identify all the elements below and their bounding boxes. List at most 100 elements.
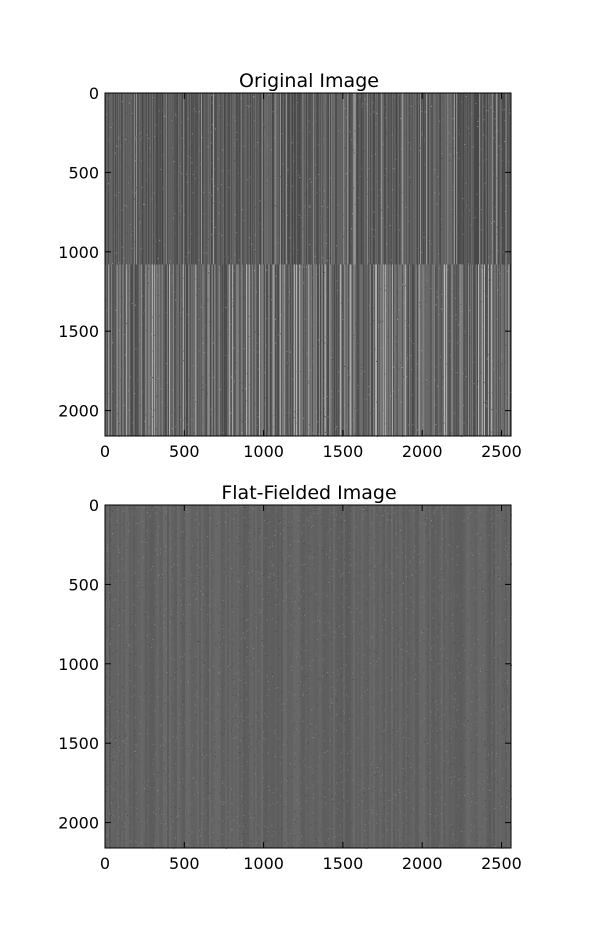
image-column-bottom (271, 265, 272, 437)
image-noise (301, 381, 302, 382)
image-noise (240, 697, 241, 698)
image-noise (127, 207, 128, 208)
image-noise (261, 381, 262, 382)
image-noise (403, 202, 404, 203)
image-column-top (218, 93, 219, 265)
image-noise (141, 514, 142, 515)
image-column-top (459, 93, 460, 265)
image-noise (233, 116, 234, 117)
image-noise (294, 729, 295, 730)
image-noise (219, 621, 220, 622)
image-noise (283, 626, 284, 627)
image-column-top (120, 93, 121, 265)
image-noise (456, 597, 457, 598)
image-noise (349, 105, 350, 106)
image-noise (379, 154, 380, 155)
image-noise (184, 325, 185, 326)
image-column-top (377, 93, 378, 265)
image-column-top (208, 93, 209, 265)
image-noise (118, 271, 119, 272)
image-noise (421, 252, 422, 253)
image-column-top (209, 93, 210, 265)
image-column (109, 505, 111, 848)
image-column-bottom (278, 265, 279, 437)
image-noise (200, 784, 201, 785)
image-noise (337, 808, 338, 809)
image-noise (204, 408, 205, 409)
image-noise (282, 314, 283, 315)
image-noise (330, 282, 331, 283)
image-noise (257, 674, 258, 675)
image-noise (330, 409, 331, 410)
image-noise (488, 343, 489, 344)
image-noise (426, 287, 427, 288)
image-noise (207, 815, 208, 816)
image-noise (129, 303, 130, 304)
image-noise (138, 705, 139, 706)
image-noise (437, 297, 438, 298)
image-noise (128, 271, 129, 272)
image-noise (107, 839, 108, 840)
image-noise (309, 715, 310, 716)
image-noise (310, 549, 311, 550)
image-noise (323, 294, 324, 295)
image-noise (486, 110, 487, 111)
image-noise (276, 511, 277, 512)
image-column-bottom (155, 265, 156, 437)
image-noise (441, 785, 442, 786)
image-noise (361, 242, 362, 243)
image-noise (411, 341, 412, 342)
image-noise (175, 213, 176, 214)
image-column-bottom (191, 265, 192, 437)
image-noise (259, 334, 260, 335)
image-noise (263, 646, 264, 647)
image-column-bottom (460, 265, 461, 437)
image-noise (211, 142, 212, 143)
image-noise (196, 513, 197, 514)
image-noise (501, 354, 502, 355)
image-noise (288, 363, 289, 364)
image-noise (273, 415, 274, 416)
image-column-bottom (449, 265, 450, 437)
image-noise (122, 296, 123, 297)
image-column-top (176, 93, 177, 265)
image-column-bottom (377, 265, 378, 437)
image-noise (483, 797, 484, 798)
image-noise (456, 530, 457, 531)
image-noise (283, 415, 284, 416)
image-noise (116, 145, 117, 146)
image-noise (432, 545, 433, 546)
image-column (295, 505, 297, 848)
image-noise (385, 777, 386, 778)
image-column-top (212, 93, 213, 265)
image-noise (202, 137, 203, 138)
image-column-top (244, 93, 245, 265)
image-noise (148, 780, 149, 781)
image-noise (302, 220, 303, 221)
image-noise (494, 271, 495, 272)
image-noise (203, 352, 204, 353)
image-noise (318, 434, 319, 435)
image-noise (505, 825, 506, 826)
image-noise (344, 216, 345, 217)
image-noise (106, 169, 107, 170)
image-noise (231, 261, 232, 262)
image-noise (364, 99, 365, 100)
image-noise (155, 604, 156, 605)
image-column-top (226, 93, 227, 265)
image-noise (447, 143, 448, 144)
image-column-bottom (175, 265, 176, 437)
image-noise (424, 738, 425, 739)
image-noise (222, 171, 223, 172)
image-noise (179, 552, 180, 553)
image-noise (172, 280, 173, 281)
image-noise (460, 693, 461, 694)
image-noise (111, 134, 112, 135)
image-noise (451, 288, 452, 289)
image-noise (291, 683, 292, 684)
image-column-top (334, 93, 335, 265)
image-noise (224, 357, 225, 358)
image-noise (359, 583, 360, 584)
image-noise (468, 728, 469, 729)
image-noise (437, 386, 438, 387)
